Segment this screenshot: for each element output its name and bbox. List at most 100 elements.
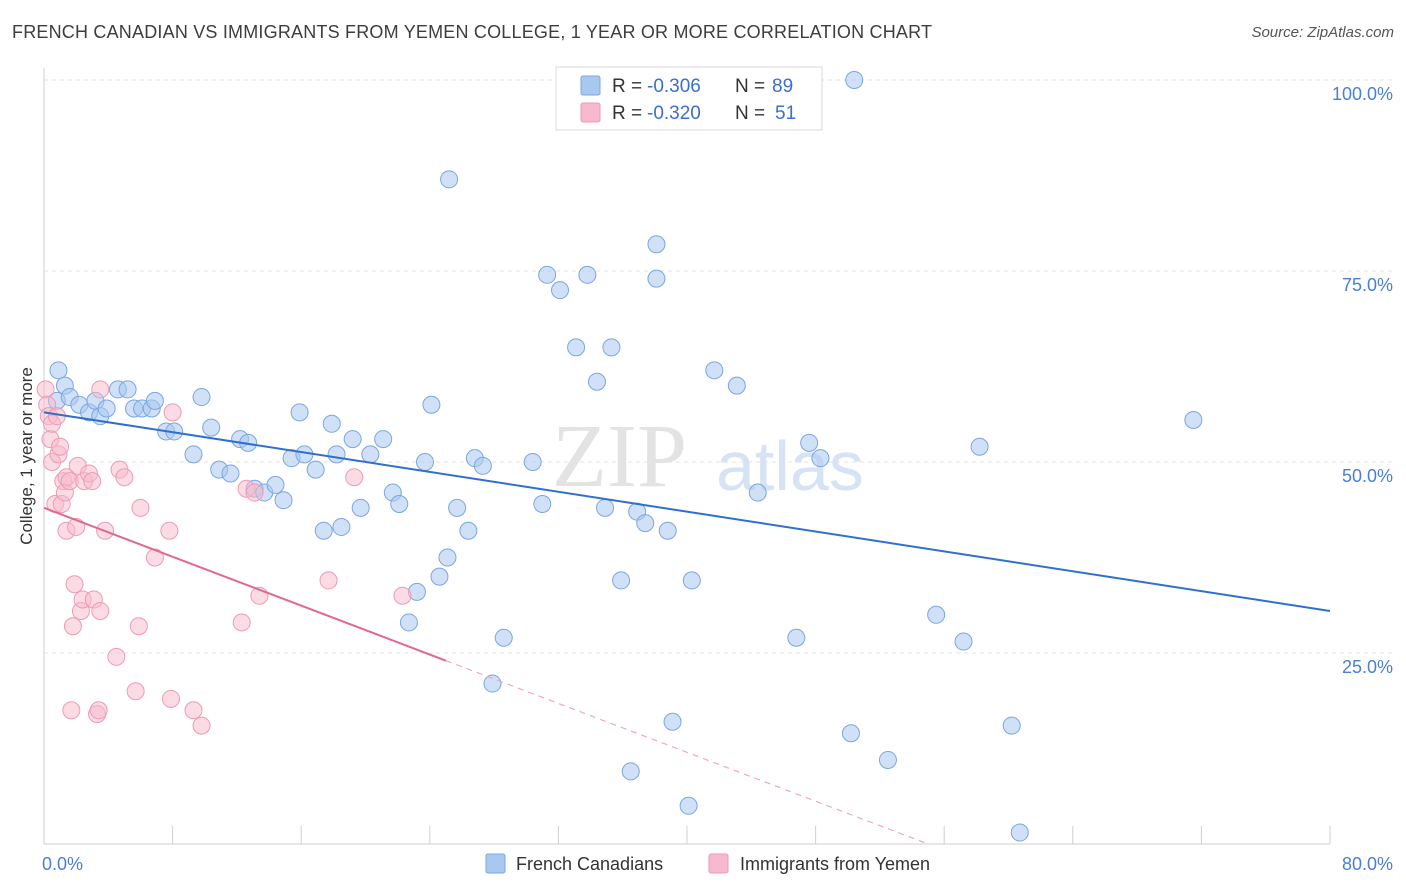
data-point-french-canadians xyxy=(306,460,325,479)
data-point-french-canadians xyxy=(727,376,746,395)
data-point-french-canadians xyxy=(578,265,597,284)
data-point-french-canadians xyxy=(422,395,441,414)
legend-r-value: -0.320 xyxy=(647,103,701,124)
data-point-french-canadians xyxy=(184,445,203,464)
data-point-french-canadians xyxy=(679,796,698,815)
data-point-french-canadians xyxy=(800,433,819,452)
data-point-french-canadians xyxy=(361,445,380,464)
data-point-french-canadians xyxy=(567,338,586,357)
data-point-immigrants-from-yemen xyxy=(319,571,338,590)
data-point-french-canadians xyxy=(459,521,478,540)
trend-line-french-canadians xyxy=(43,411,1331,612)
legend-swatch-immigrants-from-yemen xyxy=(580,102,601,123)
data-point-french-canadians xyxy=(374,430,393,449)
trend-lines xyxy=(43,411,1331,845)
data-point-french-canadians xyxy=(192,388,211,407)
data-point-french-canadians xyxy=(390,495,409,514)
data-point-french-canadians xyxy=(351,498,370,517)
legend-n-label: N = xyxy=(735,76,765,97)
legend-n-value: 89 xyxy=(772,76,793,97)
series-french-canadians xyxy=(47,71,1203,842)
data-point-immigrants-from-yemen xyxy=(83,472,102,491)
data-point-immigrants-from-yemen xyxy=(107,647,126,666)
data-point-immigrants-from-yemen xyxy=(51,437,70,456)
y-tick-label: 25.0% xyxy=(1342,657,1393,677)
series-immigrants-from-yemen xyxy=(36,380,412,735)
data-point-french-canadians xyxy=(636,514,655,533)
legend-swatch-french-canadians xyxy=(485,853,506,874)
data-point-immigrants-from-yemen xyxy=(91,601,110,620)
data-point-french-canadians xyxy=(327,445,346,464)
legend-label-french-canadians: French Canadians xyxy=(516,854,663,874)
y-tick-label: 100.0% xyxy=(1332,84,1393,104)
chart-title: FRENCH CANADIAN VS IMMIGRANTS FROM YEMEN… xyxy=(12,22,933,42)
data-point-french-canadians xyxy=(621,762,640,781)
legend-n-value: 51 xyxy=(775,103,796,124)
watermark-atlas: atlas xyxy=(716,427,864,505)
data-point-french-canadians xyxy=(682,571,701,590)
y-tick-labels: 25.0% 50.0% 75.0% 100.0% xyxy=(1332,84,1393,677)
data-point-french-canadians xyxy=(705,361,724,380)
data-point-french-canadians xyxy=(787,628,806,647)
data-point-french-canadians xyxy=(399,613,418,632)
data-point-french-canadians xyxy=(841,724,860,743)
data-point-french-canadians xyxy=(523,453,542,471)
data-point-french-canadians xyxy=(878,750,897,769)
data-point-french-canadians xyxy=(954,632,973,651)
data-point-french-canadians xyxy=(551,281,570,300)
x-tick-label-min: 0.0% xyxy=(42,854,83,874)
source-label: Source: ZipAtlas.com xyxy=(1251,24,1394,41)
data-point-french-canadians xyxy=(587,372,606,391)
x-tick-label-max: 80.0% xyxy=(1342,854,1393,874)
data-point-french-canadians xyxy=(473,456,492,475)
data-point-french-canadians xyxy=(430,567,449,586)
data-point-french-canadians xyxy=(663,712,682,731)
data-point-french-canadians xyxy=(970,437,989,456)
data-point-immigrants-from-yemen xyxy=(393,586,412,605)
legend-r-value: -0.306 xyxy=(647,76,701,97)
data-point-french-canadians xyxy=(1184,410,1203,429)
y-axis-label: College, 1 year or more xyxy=(17,367,36,545)
legend-swatch-immigrants-from-yemen xyxy=(708,853,729,874)
data-point-french-canadians xyxy=(145,391,164,410)
data-point-immigrants-from-yemen xyxy=(161,689,180,708)
data-point-french-canadians xyxy=(647,269,666,288)
data-point-immigrants-from-yemen xyxy=(126,682,145,701)
data-point-french-canadians xyxy=(202,418,221,437)
data-point-french-canadians xyxy=(438,548,457,567)
data-point-french-canadians xyxy=(927,605,946,624)
data-point-french-canadians xyxy=(538,265,557,284)
data-point-immigrants-from-yemen xyxy=(65,575,84,594)
data-point-immigrants-from-yemen xyxy=(129,617,148,636)
trend-line-extension-immigrants-from-yemen xyxy=(445,660,929,845)
data-point-french-canadians xyxy=(290,403,309,422)
data-point-immigrants-from-yemen xyxy=(131,498,150,517)
data-point-immigrants-from-yemen xyxy=(245,483,264,502)
data-point-french-canadians xyxy=(811,449,830,468)
data-point-french-canadians xyxy=(440,170,459,189)
legend-top: R = -0.306 N = 89 R = -0.320 N = 51 xyxy=(555,66,823,131)
data-point-french-canadians xyxy=(221,464,240,483)
data-point-immigrants-from-yemen xyxy=(62,701,81,720)
data-point-immigrants-from-yemen xyxy=(192,716,211,735)
data-point-french-canadians xyxy=(332,517,351,536)
data-point-french-canadians xyxy=(49,361,68,380)
data-point-french-canadians xyxy=(314,521,333,540)
data-point-french-canadians xyxy=(845,71,864,89)
legend-bottom: French Canadians Immigrants from Yemen xyxy=(485,853,930,874)
data-point-immigrants-from-yemen xyxy=(36,380,55,399)
data-point-french-canadians xyxy=(533,495,552,514)
data-point-french-canadians xyxy=(647,235,666,254)
data-point-french-canadians xyxy=(1002,716,1021,735)
data-point-immigrants-from-yemen xyxy=(63,617,82,636)
y-tick-label: 75.0% xyxy=(1342,275,1393,295)
watermark-zip: ZIP xyxy=(552,407,687,506)
data-point-french-canadians xyxy=(602,338,621,357)
data-point-french-canadians xyxy=(415,453,434,471)
legend-label-immigrants-from-yemen: Immigrants from Yemen xyxy=(740,854,930,874)
data-point-french-canadians xyxy=(448,498,467,517)
watermark: ZIP atlas xyxy=(552,407,864,506)
data-point-french-canadians xyxy=(343,430,362,449)
data-point-french-canadians xyxy=(1010,823,1029,842)
